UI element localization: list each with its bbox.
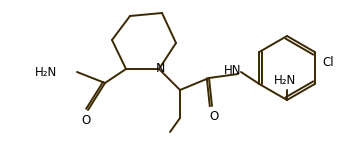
Text: H₂N: H₂N (274, 73, 296, 86)
Text: O: O (81, 113, 91, 126)
Text: HN: HN (224, 64, 242, 77)
Text: H₂N: H₂N (35, 66, 57, 78)
Text: N: N (155, 62, 165, 75)
Text: Cl: Cl (323, 55, 334, 69)
Text: O: O (209, 109, 219, 122)
